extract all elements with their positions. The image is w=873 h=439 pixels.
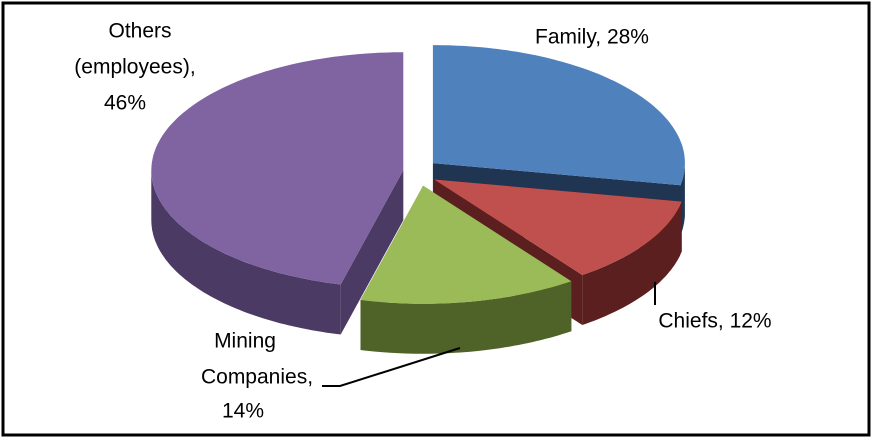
data-label: (employees),	[74, 56, 195, 79]
slice	[151, 52, 404, 285]
slice-side	[151, 170, 341, 335]
data-label: Chiefs, 12%	[658, 310, 771, 333]
data-label: Others	[108, 20, 171, 43]
slice-side	[582, 201, 682, 325]
pie	[151, 45, 685, 354]
data-label: Mining	[214, 330, 276, 353]
data-label: Family, 28%	[535, 26, 649, 49]
slice-tops	[151, 45, 685, 304]
data-label: 14%	[222, 400, 264, 423]
data-label: 46%	[104, 92, 146, 115]
slice	[434, 179, 682, 275]
slice	[432, 45, 685, 186]
slice-side	[360, 281, 572, 354]
data-label: Companies,	[201, 366, 313, 389]
slice	[360, 185, 572, 304]
leader-line	[322, 347, 461, 387]
slice-cut-face	[340, 170, 404, 335]
